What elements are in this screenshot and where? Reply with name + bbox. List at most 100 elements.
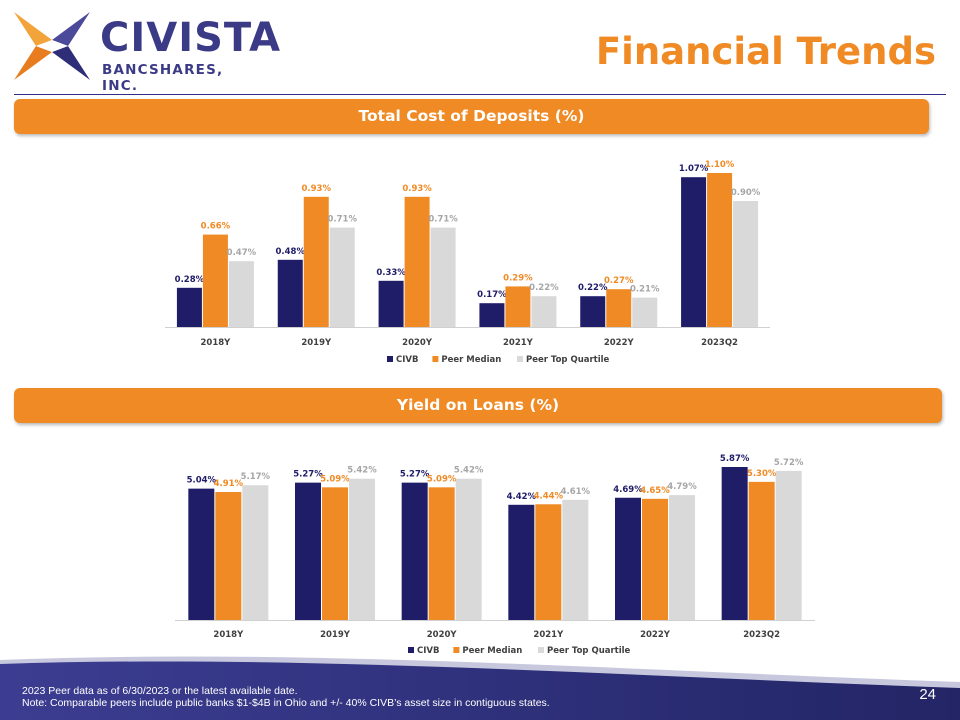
legend-swatch-civb: [408, 647, 414, 653]
bar-peer-top-quartile-2021Y: [562, 499, 589, 620]
legend-label-peer-top-quartile: Peer Top Quartile: [526, 355, 610, 365]
bar-civb-2018Y: [188, 488, 215, 620]
data-label-peer-median-2018Y: 0.66%: [201, 222, 231, 232]
x-tick-label: 2019Y: [301, 338, 332, 348]
bar-peer-median-2022Y: [606, 289, 632, 327]
footer-band: [0, 640, 960, 720]
logo-subtitle: BANCSHARES, INC.: [102, 62, 224, 94]
bar-peer-top-quartile-2018Y: [242, 485, 269, 620]
bar-peer-median-2018Y: [202, 234, 228, 327]
legend-swatch-peer-median: [432, 356, 439, 362]
x-tick-label: 2021Y: [533, 630, 564, 640]
logo-name: CIVISTA: [100, 15, 282, 61]
data-label-peer-top-quartile-2021Y: 4.61%: [561, 487, 591, 497]
data-label-peer-median-2022Y: 0.27%: [604, 276, 634, 286]
x-tick-label: 2022Y: [604, 338, 635, 348]
data-label-peer-top-quartile-2023Q2: 5.72%: [774, 458, 804, 468]
data-label-civb-2023Q2: 5.87%: [720, 454, 750, 464]
bar-civb-2023Q2: [721, 467, 748, 620]
data-label-peer-top-quartile-2020Y: 5.42%: [454, 466, 484, 476]
data-label-civb-2020Y: 0.33%: [376, 268, 406, 278]
bar-peer-top-quartile-2019Y: [349, 478, 375, 620]
data-label-civb-2021Y: 0.17%: [477, 290, 507, 300]
header-divider: [14, 94, 946, 95]
cost-of-deposits-banner: Total Cost of Deposits (%): [14, 99, 929, 134]
page-title: Financial Trends: [595, 30, 936, 73]
x-tick-label: 2022Y: [640, 630, 671, 640]
bar-peer-top-quartile-2023Q2: [775, 470, 802, 620]
footnote-peer-data: 2023 Peer data as of 6/30/2023 or the la…: [22, 685, 298, 697]
legend-swatch-peer-top-quartile: [538, 647, 544, 653]
data-label-peer-median-2019Y: 0.93%: [302, 184, 332, 194]
legend-swatch-civb: [387, 356, 393, 362]
civista-logo: CIVISTA BANCSHARES, INC.: [12, 8, 280, 94]
footer-wave: [0, 656, 960, 720]
bar-peer-median-2023Q2: [748, 481, 775, 620]
bar-civb-2020Y: [378, 280, 404, 327]
bar-civb-2022Y: [615, 497, 641, 620]
x-tick-label: 2023Q2: [701, 338, 738, 348]
page-number: 24: [919, 686, 936, 703]
data-label-peer-top-quartile-2018Y: 0.47%: [227, 248, 257, 258]
data-label-civb-2021Y: 4.42%: [507, 492, 537, 502]
x-tick-label: 2018Y: [213, 630, 244, 640]
yield-on-loans-chart: 5.04% 4.91% 5.17% 2018Y 5.27% 5.09% 5.42% 2019Y…: [0, 440, 960, 670]
footnote-comparable-peers: Note: Comparable peers include public ba…: [22, 697, 550, 709]
data-label-civb-2022Y: 4.69%: [613, 485, 643, 495]
data-label-civb-2022Y: 0.22%: [578, 283, 608, 293]
bar-civb-2019Y: [295, 482, 321, 620]
data-label-peer-top-quartile-2019Y: 0.71%: [328, 215, 358, 225]
data-label-peer-median-2023Q2: 5.30%: [747, 469, 777, 479]
bar-civb-2020Y: [401, 482, 428, 620]
bar-peer-median-2018Y: [215, 492, 242, 620]
data-label-peer-median-2021Y: 4.44%: [534, 491, 564, 501]
x-tick-label: 2018Y: [201, 338, 232, 348]
data-label-peer-top-quartile-2018Y: 5.17%: [241, 472, 271, 482]
legend-swatch-peer-median: [453, 647, 460, 653]
legend-label-peer-median: Peer Median: [441, 355, 501, 365]
data-label-peer-top-quartile-2022Y: 4.79%: [667, 482, 697, 492]
cost-of-deposits-svg: 0.28% 0.66% 0.47% 2018Y 0.48% 0.93% 0.71% 2019Y…: [165, 160, 770, 365]
bar-civb-2021Y: [508, 504, 535, 620]
cost-of-deposits-chart: 0.28% 0.66% 0.47% 2018Y 0.48% 0.93% 0.71% 2019Y…: [0, 140, 960, 380]
data-label-peer-median-2020Y: 0.93%: [402, 184, 432, 194]
data-label-peer-top-quartile-2021Y: 0.22%: [529, 283, 559, 293]
data-label-civb-2019Y: 0.48%: [276, 247, 306, 257]
bar-peer-median-2020Y: [428, 487, 455, 620]
bar-peer-top-quartile-2019Y: [329, 227, 355, 327]
bar-peer-median-2019Y: [322, 487, 348, 620]
logo-star-icon: [14, 12, 90, 80]
legend-swatch-peer-top-quartile: [517, 356, 523, 362]
bar-civb-2022Y: [580, 296, 606, 327]
x-tick-label: 2020Y: [427, 630, 458, 640]
data-label-civb-2023Q2: 1.07%: [679, 164, 709, 174]
x-tick-label: 2019Y: [320, 630, 351, 640]
bar-peer-median-2021Y: [535, 504, 562, 620]
data-label-peer-median-2022Y: 4.65%: [640, 486, 670, 496]
data-label-peer-median-2018Y: 4.91%: [214, 479, 244, 489]
legend-label-civb: CIVB: [417, 646, 439, 656]
bar-civb-2018Y: [176, 287, 202, 327]
bar-peer-median-2022Y: [642, 498, 668, 620]
data-label-peer-median-2019Y: 5.09%: [320, 474, 350, 484]
legend-label-peer-top-quartile: Peer Top Quartile: [547, 646, 631, 656]
bar-civb-2021Y: [479, 303, 505, 327]
data-label-civb-2020Y: 5.27%: [400, 470, 430, 480]
data-label-peer-top-quartile-2020Y: 0.71%: [428, 215, 458, 225]
data-label-peer-top-quartile-2023Q2: 0.90%: [731, 188, 761, 198]
data-label-civb-2018Y: 5.04%: [187, 476, 217, 486]
legend-label-civb: CIVB: [396, 355, 418, 365]
data-label-peer-median-2021Y: 0.29%: [503, 273, 533, 283]
bar-peer-median-2021Y: [505, 286, 531, 327]
data-label-peer-top-quartile-2019Y: 5.42%: [347, 466, 377, 476]
data-label-peer-median-2020Y: 5.09%: [427, 474, 457, 484]
bar-peer-median-2020Y: [404, 196, 430, 327]
data-label-civb-2019Y: 5.27%: [293, 470, 323, 480]
yield-on-loans-svg: 5.04%4.91%5.17%2018Y5.27%5.09%5.42%2019Y…: [175, 454, 815, 656]
x-tick-label: 2023Q2: [743, 630, 780, 640]
data-label-peer-median-2023Q2: 1.10%: [705, 160, 735, 170]
bar-peer-top-quartile-2023Q2: [733, 201, 759, 327]
data-label-peer-top-quartile-2022Y: 0.21%: [630, 285, 660, 295]
legend-label-peer-median: Peer Median: [462, 646, 522, 656]
bar-peer-top-quartile-2022Y: [632, 297, 658, 327]
